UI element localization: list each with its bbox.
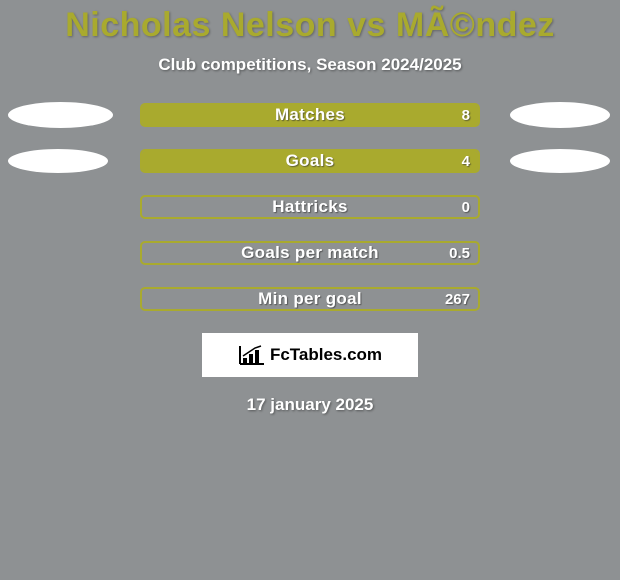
player-left-marker — [8, 102, 113, 128]
stat-label: Hattricks — [142, 197, 478, 217]
attribution-logo: FcTables.com — [202, 333, 418, 377]
stat-right-value: 0.5 — [449, 243, 470, 263]
stat-row: Matches8 — [0, 103, 620, 127]
bar-chart-icon — [238, 344, 266, 366]
stat-row: Goals per match0.5 — [0, 241, 620, 265]
stat-right-value: 0 — [462, 197, 470, 217]
stat-bar: Min per goal267 — [140, 287, 480, 311]
subtitle: Club competitions, Season 2024/2025 — [0, 55, 620, 75]
player-right-marker — [510, 102, 610, 128]
stat-bar: Hattricks0 — [140, 195, 480, 219]
comparison-infographic: Nicholas Nelson vs MÃ©ndez Club competit… — [0, 0, 620, 580]
stat-right-value: 4 — [462, 151, 470, 171]
stat-right-value: 267 — [445, 289, 470, 309]
player-left-marker — [8, 149, 108, 173]
stat-bar: Matches8 — [140, 103, 480, 127]
stat-row: Hattricks0 — [0, 195, 620, 219]
stat-label: Matches — [142, 105, 478, 125]
stat-bar: Goals per match0.5 — [140, 241, 480, 265]
stat-right-value: 8 — [462, 105, 470, 125]
page-title: Nicholas Nelson vs MÃ©ndez — [0, 0, 620, 45]
stat-label: Min per goal — [142, 289, 478, 309]
stats-area: Matches8Goals4Hattricks0Goals per match0… — [0, 103, 620, 311]
stat-label: Goals — [142, 151, 478, 171]
stat-row: Goals4 — [0, 149, 620, 173]
player-right-marker — [510, 149, 610, 173]
stat-row: Min per goal267 — [0, 287, 620, 311]
stat-label: Goals per match — [142, 243, 478, 263]
stat-bar: Goals4 — [140, 149, 480, 173]
date-label: 17 january 2025 — [0, 395, 620, 415]
logo-text: FcTables.com — [270, 345, 382, 365]
